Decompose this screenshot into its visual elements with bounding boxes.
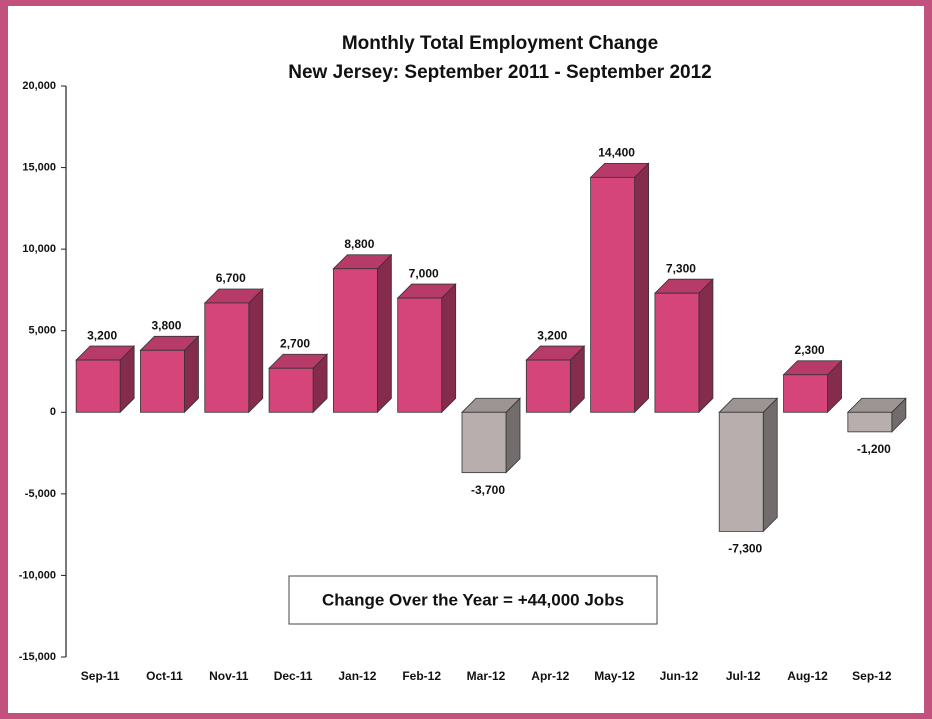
value-label: 7,000 [409, 266, 439, 280]
value-label: 8,800 [344, 237, 374, 251]
bar [653, 278, 714, 414]
value-label: 3,800 [151, 318, 181, 332]
value-label: -3,700 [471, 483, 505, 497]
bar [268, 353, 329, 414]
bar-side [376, 253, 392, 414]
bar [203, 288, 264, 414]
value-label: 3,200 [87, 328, 117, 342]
value-label: 2,700 [280, 336, 310, 350]
x-tick-label: Dec-11 [274, 669, 313, 683]
x-tick-label: Jan-12 [338, 669, 376, 683]
x-tick-label: Nov-11 [209, 669, 249, 683]
y-tick-label: -5,000 [25, 488, 56, 500]
bar [589, 162, 650, 414]
bar-side [634, 162, 650, 414]
x-tick-label: Oct-11 [146, 669, 183, 683]
annotation-box [288, 575, 658, 625]
bar-front [847, 411, 893, 433]
bar-front [783, 374, 828, 413]
bar [461, 397, 521, 474]
value-label: 2,300 [795, 343, 825, 357]
bar [525, 345, 586, 414]
x-tick-label: Aug-12 [787, 669, 828, 683]
bar-front [461, 411, 507, 474]
bar-front [204, 302, 250, 413]
bar-front [75, 359, 121, 413]
bar-front [525, 359, 571, 413]
x-tick-label: Jul-12 [726, 669, 761, 683]
bar-front [654, 292, 700, 413]
chart-subtitle: New Jersey: September 2011 - September 2… [288, 62, 712, 83]
bar-side [441, 283, 457, 414]
y-tick-label: 15,000 [22, 161, 56, 173]
x-tick-label: Sep-11 [81, 669, 120, 683]
annotation: Change Over the Year = +44,000 Jobs [322, 590, 624, 609]
bar [139, 335, 200, 414]
y-tick-label: 5,000 [28, 325, 56, 337]
y-tick-label: 10,000 [22, 243, 56, 255]
x-tick-label: Apr-12 [531, 669, 569, 683]
chart-title: Monthly Total Employment Change [342, 33, 658, 54]
bar [75, 345, 136, 414]
bar-front [268, 367, 314, 413]
x-tick-label: Jun-12 [660, 669, 699, 683]
bar-front [397, 297, 443, 413]
bar-side [698, 278, 714, 414]
y-tick-label: 20,000 [22, 80, 56, 92]
y-tick-label: -15,000 [19, 651, 56, 663]
x-tick-label: May-12 [594, 669, 635, 683]
bar [332, 253, 393, 414]
bar [718, 397, 779, 533]
bar [846, 397, 907, 433]
bar-front [332, 268, 378, 413]
y-tick-label: 0 [50, 406, 56, 418]
bar-front [718, 411, 764, 532]
x-tick-label: Mar-12 [467, 669, 506, 683]
value-label: 3,200 [537, 328, 567, 342]
bar [396, 283, 457, 414]
bar-front [590, 176, 636, 413]
value-label: -7,300 [728, 542, 762, 556]
value-label: 14,400 [598, 146, 635, 160]
bar-side [762, 397, 778, 533]
x-tick-label: Feb-12 [402, 669, 441, 683]
value-label: 6,700 [216, 271, 246, 285]
y-tick-label: -10,000 [19, 569, 56, 581]
bar [782, 359, 843, 414]
bar-side [248, 288, 264, 414]
bar-front [140, 349, 185, 413]
x-tick-label: Sep-12 [852, 669, 892, 683]
value-label: 7,300 [666, 261, 696, 275]
value-label: -1,200 [857, 442, 891, 456]
